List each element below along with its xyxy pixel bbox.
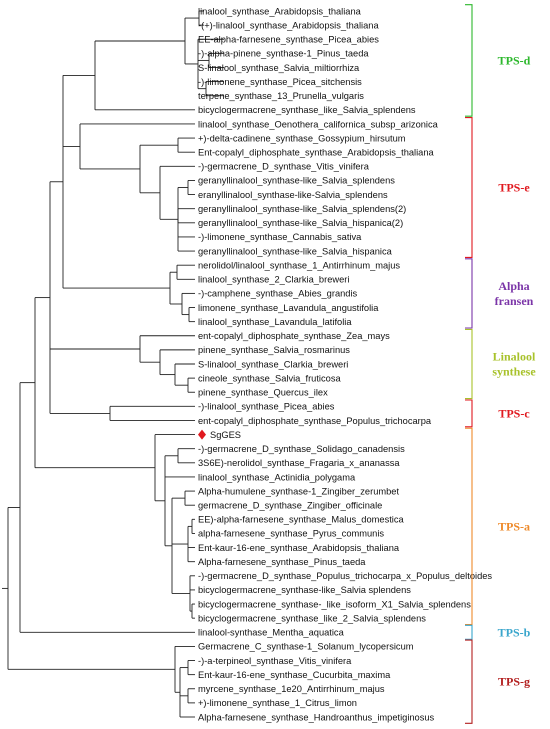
leaf-label: geranyllinalool_synthase-like_Salvia_spl… bbox=[198, 176, 395, 186]
leaf-label: linalool_synthase_Lavandula_latifolia bbox=[198, 317, 352, 327]
leaf-label: limonene_synthase_Lavandula_angustifolia bbox=[198, 303, 379, 313]
leaf-label: +)-limonene_synthase_1_Citrus_limon bbox=[198, 698, 357, 708]
leaf-label: Alpha-farnesene_synthase_Pinus_taeda bbox=[198, 557, 366, 567]
leaf-label: germacrene_D_synthase_Zingiber_officinal… bbox=[198, 501, 382, 511]
leaf-label: +)-delta-cadinene_synthase_Gossypium_hir… bbox=[198, 133, 406, 143]
leaf-label: myrcene_synthase_1e20_Antirrhinum_majus bbox=[198, 684, 385, 694]
leaf-label: bicyclogermacrene_synthase-like_Salvia s… bbox=[198, 585, 411, 595]
leaf-label: linalool-synthase_Mentha_aquatica bbox=[198, 628, 345, 638]
leaf-label: alpha-farnesene_synthase_Pyrus_communis bbox=[198, 529, 384, 539]
leaf-label: ent-copalyl_diphosphate_synthase_Populus… bbox=[198, 416, 432, 426]
leaf-label: Ent-copalyl_diphosphate_synthase_Arabido… bbox=[198, 148, 435, 158]
leaf-label: Alpha-humulene_synthase-1_Zingiber_zerum… bbox=[198, 486, 399, 496]
clade-bracket bbox=[465, 427, 473, 626]
leaf-label: -)-limonene_synthase_Picea_sitchensis bbox=[198, 77, 362, 87]
leaf-label: -)-alpha-pinene_synthase-1_Pinus_taeda bbox=[198, 49, 369, 59]
leaf-label: terpene_synthase_13_Prunella_vulgaris bbox=[198, 91, 364, 101]
clade-label: TPS-d bbox=[498, 53, 531, 67]
leaf-label: pinene_synthase_Salvia_rosmarinus bbox=[198, 345, 350, 355]
leaf-label: bicyclogermacrene_synthase-_like_isoform… bbox=[198, 599, 471, 609]
leaf-label: -)-linalool_synthase_Picea_abies bbox=[198, 402, 335, 412]
leaf-label: bicyclogermacrene_synthase_like_2_Salvia… bbox=[198, 613, 426, 623]
leaf-label: -)-germacrene_D_synthase_Populus_trichoc… bbox=[198, 571, 492, 581]
leaf-label: pinene_synthase_Quercus_ilex bbox=[198, 388, 328, 398]
leaf-label: EE)-alpha-farnesene_synthase_Malus_domes… bbox=[198, 515, 405, 525]
leaf-label: geranyllinalool_synthase-like_Salvia_spl… bbox=[198, 204, 406, 214]
clade-bracket bbox=[465, 639, 473, 724]
clade-bracket bbox=[465, 117, 473, 258]
leaf-label: eranyllinalool_synthase-like-Salvia_sple… bbox=[198, 190, 388, 200]
leaf-label: -)-germacrene_D_synthase_Vitis_vinifera bbox=[198, 162, 370, 172]
leaf-label: -)-a-terpineol_synthase_Vitis_vinifera bbox=[198, 656, 352, 666]
leaf-label: S-linalool_synthase_Clarkia_breweri bbox=[198, 359, 348, 369]
leaf-label: -)-limonene_synthase_Cannabis_sativa bbox=[198, 232, 362, 242]
leaf-label: -(+)-linalool_synthase_Arabidopsis_thali… bbox=[198, 20, 379, 30]
clade-label: TPS-c bbox=[498, 406, 530, 420]
leaf-label: Ent-kaur-16-ene_synthase_Arabidopsis_tha… bbox=[198, 543, 400, 553]
clade-label: TPS-g bbox=[498, 675, 530, 689]
clade-label: TPS-e bbox=[498, 181, 530, 195]
clade-bracket bbox=[465, 624, 473, 640]
leaf-label: cineole_synthase_Salvia_fruticosa bbox=[198, 373, 341, 383]
highlight-diamond-icon bbox=[198, 429, 206, 440]
tree-branches bbox=[2, 10, 224, 718]
leaf-label: -)-camphene_synthase_Abies_grandis bbox=[198, 289, 358, 299]
leaf-label: 3S6E)-nerolidol_synthase_Fragaria_x_anan… bbox=[198, 458, 400, 468]
leaf-label: geranyllinalool_synthase-like_Salvia_his… bbox=[198, 246, 393, 256]
clade-label: Alpha fransen bbox=[495, 279, 534, 308]
clade-brackets: TPS-d TPS-e Alpha fransen Linalool synthese TP… bbox=[465, 4, 536, 724]
clade-bracket bbox=[465, 328, 473, 400]
clade-bracket bbox=[465, 4, 473, 117]
leaf-label: Alpha-farnesene_synthase_Handroanthus_im… bbox=[198, 712, 435, 722]
highlight-leaf-label: SgGES bbox=[210, 430, 241, 440]
clade-label: TPS-b bbox=[498, 625, 531, 639]
leaf-label: EE-alpha-farnesene_synthase_Picea_abies bbox=[198, 35, 379, 45]
leaf-label: nerolidol/linalool_synthase_1_Antirrhinu… bbox=[198, 260, 400, 270]
leaf-label: Ent-kaur-16-ene_synthase_Cucurbita_maxim… bbox=[198, 670, 391, 680]
leaf-label: linalool_synthase_Actinidia_polygama bbox=[198, 472, 356, 482]
clade-label: TPS-a bbox=[498, 519, 530, 533]
leaf-label: bicyclogermacrene_synthase_like_Salvia_s… bbox=[198, 105, 416, 115]
leaf-labels: linalool_synthase_Arabidopsis_thaliana -(… bbox=[198, 6, 492, 722]
leaf-label: -)-germacrene_D_synthase_Solidago_canade… bbox=[198, 444, 405, 454]
clade-bracket bbox=[465, 258, 473, 329]
leaf-label: Germacrene_C_synthase-1_Solanum_lycopers… bbox=[198, 642, 414, 652]
clade-label: Linalool synthese bbox=[492, 350, 536, 379]
leaf-label: ent-copalyl_diphosphate_synthase_Zea_may… bbox=[198, 331, 390, 341]
leaf-label: linalool_synthase_Arabidopsis_thaliana bbox=[198, 6, 362, 16]
leaf-label: linalool_synthase_Oenothera_californica_… bbox=[198, 119, 439, 129]
leaf-label: geranyllinalool_synthase-like_Salvia_his… bbox=[198, 218, 403, 228]
leaf-label: S-linalool_synthase_Salvia_miltiorrhiza bbox=[198, 63, 360, 73]
clade-bracket bbox=[465, 399, 473, 428]
leaf-label: linalool_synthase_2_Clarkia_breweri bbox=[198, 275, 349, 285]
